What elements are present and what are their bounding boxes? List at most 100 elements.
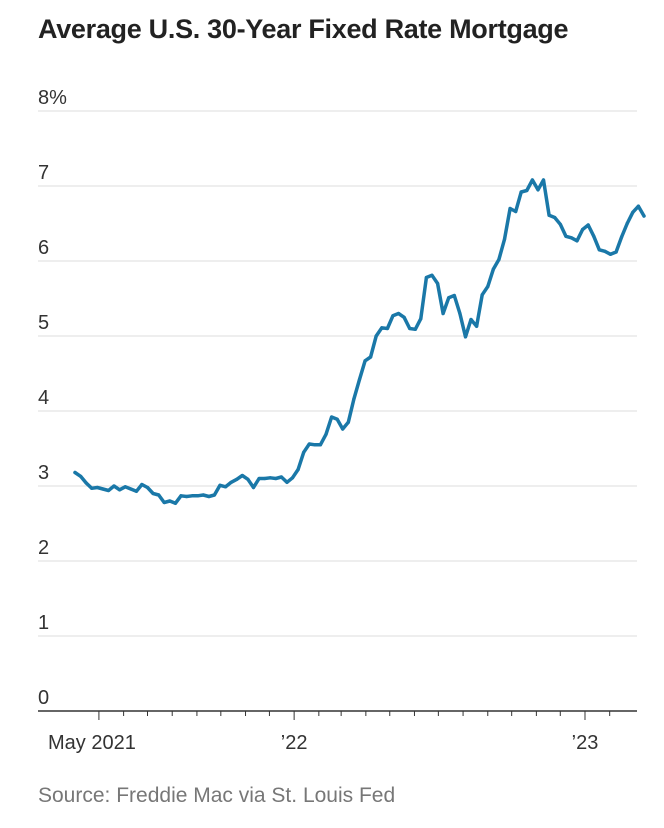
data-point (352, 397, 356, 401)
data-point (553, 215, 557, 220)
data-point (620, 235, 624, 239)
data-point (452, 293, 456, 298)
y-tick-label: 8% (38, 87, 67, 109)
data-point (475, 324, 479, 328)
data-point (279, 475, 283, 479)
data-point (631, 210, 635, 214)
data-point (341, 427, 345, 431)
data-point (385, 326, 389, 331)
data-point (173, 501, 177, 505)
data-point (257, 476, 261, 481)
data-point (436, 281, 440, 286)
data-point (480, 293, 484, 297)
data-point (642, 214, 646, 218)
data-point (519, 190, 523, 194)
data-point (207, 494, 211, 499)
data-point (530, 178, 535, 182)
data-point (508, 206, 512, 211)
y-tick-label: 0 (38, 687, 49, 709)
data-point (95, 485, 99, 490)
x-tick-label: May 2021 (48, 732, 136, 754)
data-point (162, 500, 166, 505)
data-point (84, 481, 88, 485)
data-point (581, 227, 585, 232)
data-point (224, 485, 228, 489)
data-point (90, 486, 94, 490)
data-point (185, 494, 189, 499)
data-point (586, 223, 590, 227)
data-point (263, 476, 267, 481)
data-point (140, 482, 144, 487)
data-point (346, 420, 350, 424)
data-point (179, 494, 183, 498)
data-point (318, 443, 322, 447)
chart-title: Average U.S. 30-Year Fixed Rate Mortgage (38, 14, 569, 44)
data-point (218, 483, 222, 487)
data-point (73, 470, 77, 475)
data-point (419, 317, 423, 321)
data-point (357, 377, 362, 382)
data-point (235, 477, 239, 481)
data-point (151, 491, 155, 496)
data-point (597, 248, 601, 252)
data-point (240, 473, 244, 478)
data-point (525, 188, 529, 193)
data-point (424, 275, 428, 280)
data-point (363, 359, 367, 363)
data-point (625, 221, 629, 226)
data-point (246, 477, 250, 481)
data-point (569, 236, 574, 240)
data-point (290, 476, 295, 480)
data-point (196, 494, 200, 498)
y-axis-tick-labels: 8% 7 6 5 4 3 2 1 0 (38, 87, 67, 709)
y-tick-label: 4 (38, 387, 49, 409)
data-point (636, 204, 641, 208)
data-point (324, 432, 328, 436)
series-line (73, 178, 646, 506)
data-point (369, 355, 373, 359)
data-point (129, 487, 133, 491)
y-tick-label: 1 (38, 612, 49, 634)
data-point (514, 209, 518, 214)
series-layer (73, 178, 646, 506)
data-point (330, 415, 334, 419)
data-point (79, 474, 83, 478)
data-point (575, 239, 579, 243)
data-point (469, 317, 473, 322)
data-point (502, 237, 507, 241)
data-point (447, 296, 451, 300)
y-tick-label: 2 (38, 537, 49, 559)
data-point (101, 487, 105, 491)
data-point (118, 488, 122, 492)
source-note: Source: Freddie Mac via St. Louis Fed (38, 784, 396, 807)
x-tick-label: ’23 (572, 732, 599, 754)
data-point (541, 178, 546, 182)
data-point (614, 250, 618, 254)
x-axis: May 2021 ’22 ’23 (38, 710, 637, 754)
data-point (274, 476, 278, 481)
data-point (168, 499, 172, 503)
y-tick-label: 7 (38, 162, 49, 184)
data-point (190, 494, 194, 498)
data-point (592, 234, 596, 238)
data-point (402, 315, 406, 319)
y-tick-label: 5 (38, 312, 49, 334)
data-point (229, 480, 233, 484)
data-point (112, 484, 116, 488)
data-point (497, 257, 501, 262)
y-tick-label: 3 (38, 462, 49, 484)
data-point (491, 267, 495, 271)
data-point (268, 476, 272, 480)
data-point (134, 489, 138, 493)
data-point (380, 326, 384, 330)
data-point (145, 485, 150, 490)
data-point (558, 222, 562, 226)
data-point (296, 467, 300, 472)
data-point (251, 485, 256, 490)
gridlines (38, 110, 637, 637)
data-point (335, 417, 339, 421)
data-point (413, 327, 417, 331)
data-point (302, 450, 306, 454)
data-point (157, 493, 161, 497)
